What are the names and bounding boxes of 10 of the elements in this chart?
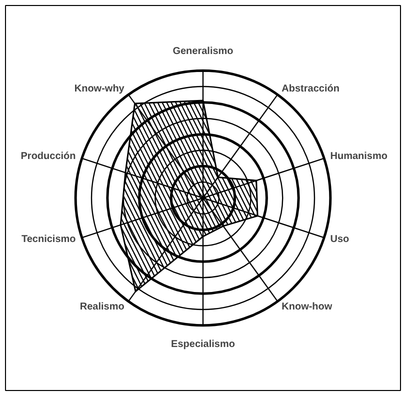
spoke-label: Realismo: [80, 302, 124, 313]
spoke-label: Generalismo: [172, 46, 234, 58]
spoke-label: Humanismo: [330, 150, 388, 162]
spoke-label: Tecnicismo: [21, 234, 76, 246]
spoke-label: Especialismo: [171, 338, 235, 350]
spoke-label: Know-how: [282, 302, 332, 313]
spoke-label: Know-why: [74, 83, 125, 94]
spoke-label: Producción: [20, 150, 76, 162]
spoke-label: Uso: [330, 234, 350, 246]
spoke-label: Abstracción: [282, 83, 340, 94]
